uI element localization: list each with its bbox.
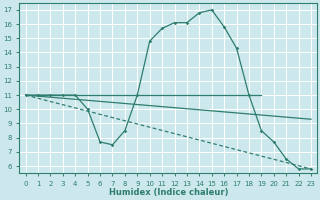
X-axis label: Humidex (Indice chaleur): Humidex (Indice chaleur) [108,188,228,197]
